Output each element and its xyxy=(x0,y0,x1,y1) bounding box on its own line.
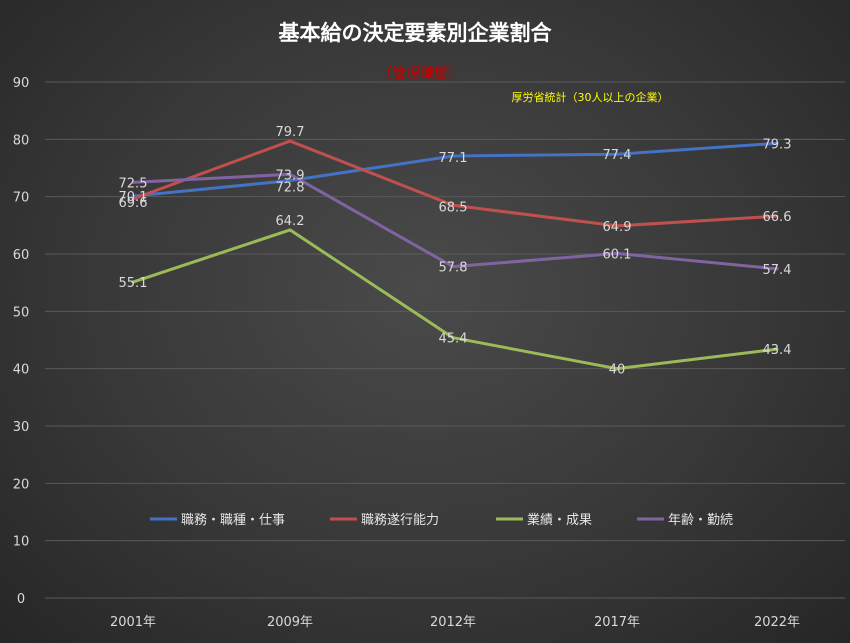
gridlines xyxy=(45,81,845,599)
x-tick-label: 2022年 xyxy=(754,615,800,630)
y-axis-ticks: 0 10 20 30 40 50 60 70 80 90 xyxy=(13,76,30,607)
data-label: 64.9 xyxy=(603,220,632,235)
legend-label: 職務・職種・仕事 xyxy=(181,512,285,528)
data-labels: 70.1 72.8 77.1 77.4 79.3 69.6 79.7 68.5 64.9 66.6… xyxy=(119,125,792,378)
data-label: 77.1 xyxy=(439,151,468,166)
x-tick-label: 2001年 xyxy=(110,615,156,630)
y-tick-label: 40 xyxy=(13,363,30,378)
data-label: 57.8 xyxy=(439,261,468,276)
x-tick-label: 2012年 xyxy=(430,615,476,630)
data-label: 68.5 xyxy=(439,200,468,215)
series-line xyxy=(131,139,779,228)
x-tick-label: 2009年 xyxy=(267,615,313,630)
source-note: 厚労省統計（30人以上の企業） xyxy=(512,90,669,104)
legend-label: 年齢・勤続 xyxy=(668,513,733,528)
series-line xyxy=(131,228,779,371)
chart-subtitle: （管理職層） xyxy=(378,66,462,82)
y-tick-label: 10 xyxy=(13,535,30,550)
y-tick-label: 70 xyxy=(13,191,30,206)
data-label: 45.4 xyxy=(439,332,468,347)
legend: 職務・職種・仕事 職務遂行能力 業績・成果 年齢・勤続 xyxy=(150,512,733,528)
data-label: 43.4 xyxy=(763,343,792,358)
data-label: 73.9 xyxy=(276,168,305,183)
x-axis-ticks: 2001年 2009年 2012年 2017年 2022年 xyxy=(110,615,800,630)
y-tick-label: 0 xyxy=(17,592,25,607)
x-tick-label: 2017年 xyxy=(594,615,640,630)
series-line xyxy=(131,172,779,271)
data-label: 79.7 xyxy=(276,125,305,140)
y-tick-label: 30 xyxy=(13,420,30,435)
data-label: 60.1 xyxy=(603,247,632,262)
legend-label: 職務遂行能力 xyxy=(361,513,439,528)
y-tick-label: 90 xyxy=(13,76,30,91)
y-tick-label: 20 xyxy=(13,477,30,492)
data-label: 40 xyxy=(609,363,626,378)
data-label: 70.1 xyxy=(119,190,148,205)
data-label: 64.2 xyxy=(276,214,305,229)
chart-title: 基本給の決定要素別企業割合 xyxy=(279,21,553,45)
data-label: 77.4 xyxy=(603,148,632,163)
series-line xyxy=(131,141,779,198)
y-tick-label: 80 xyxy=(13,133,30,148)
data-label: 69.6 xyxy=(119,196,148,211)
legend-label: 業績・成果 xyxy=(527,512,592,528)
data-label: 72.5 xyxy=(119,176,148,191)
data-label: 57.4 xyxy=(763,263,792,278)
y-tick-label: 50 xyxy=(13,305,30,320)
data-label: 66.6 xyxy=(763,210,792,225)
data-label: 79.3 xyxy=(763,137,792,152)
data-label: 72.8 xyxy=(276,181,305,196)
data-label: 55.1 xyxy=(119,276,148,291)
series-lines xyxy=(131,139,779,371)
y-tick-label: 60 xyxy=(13,248,30,263)
